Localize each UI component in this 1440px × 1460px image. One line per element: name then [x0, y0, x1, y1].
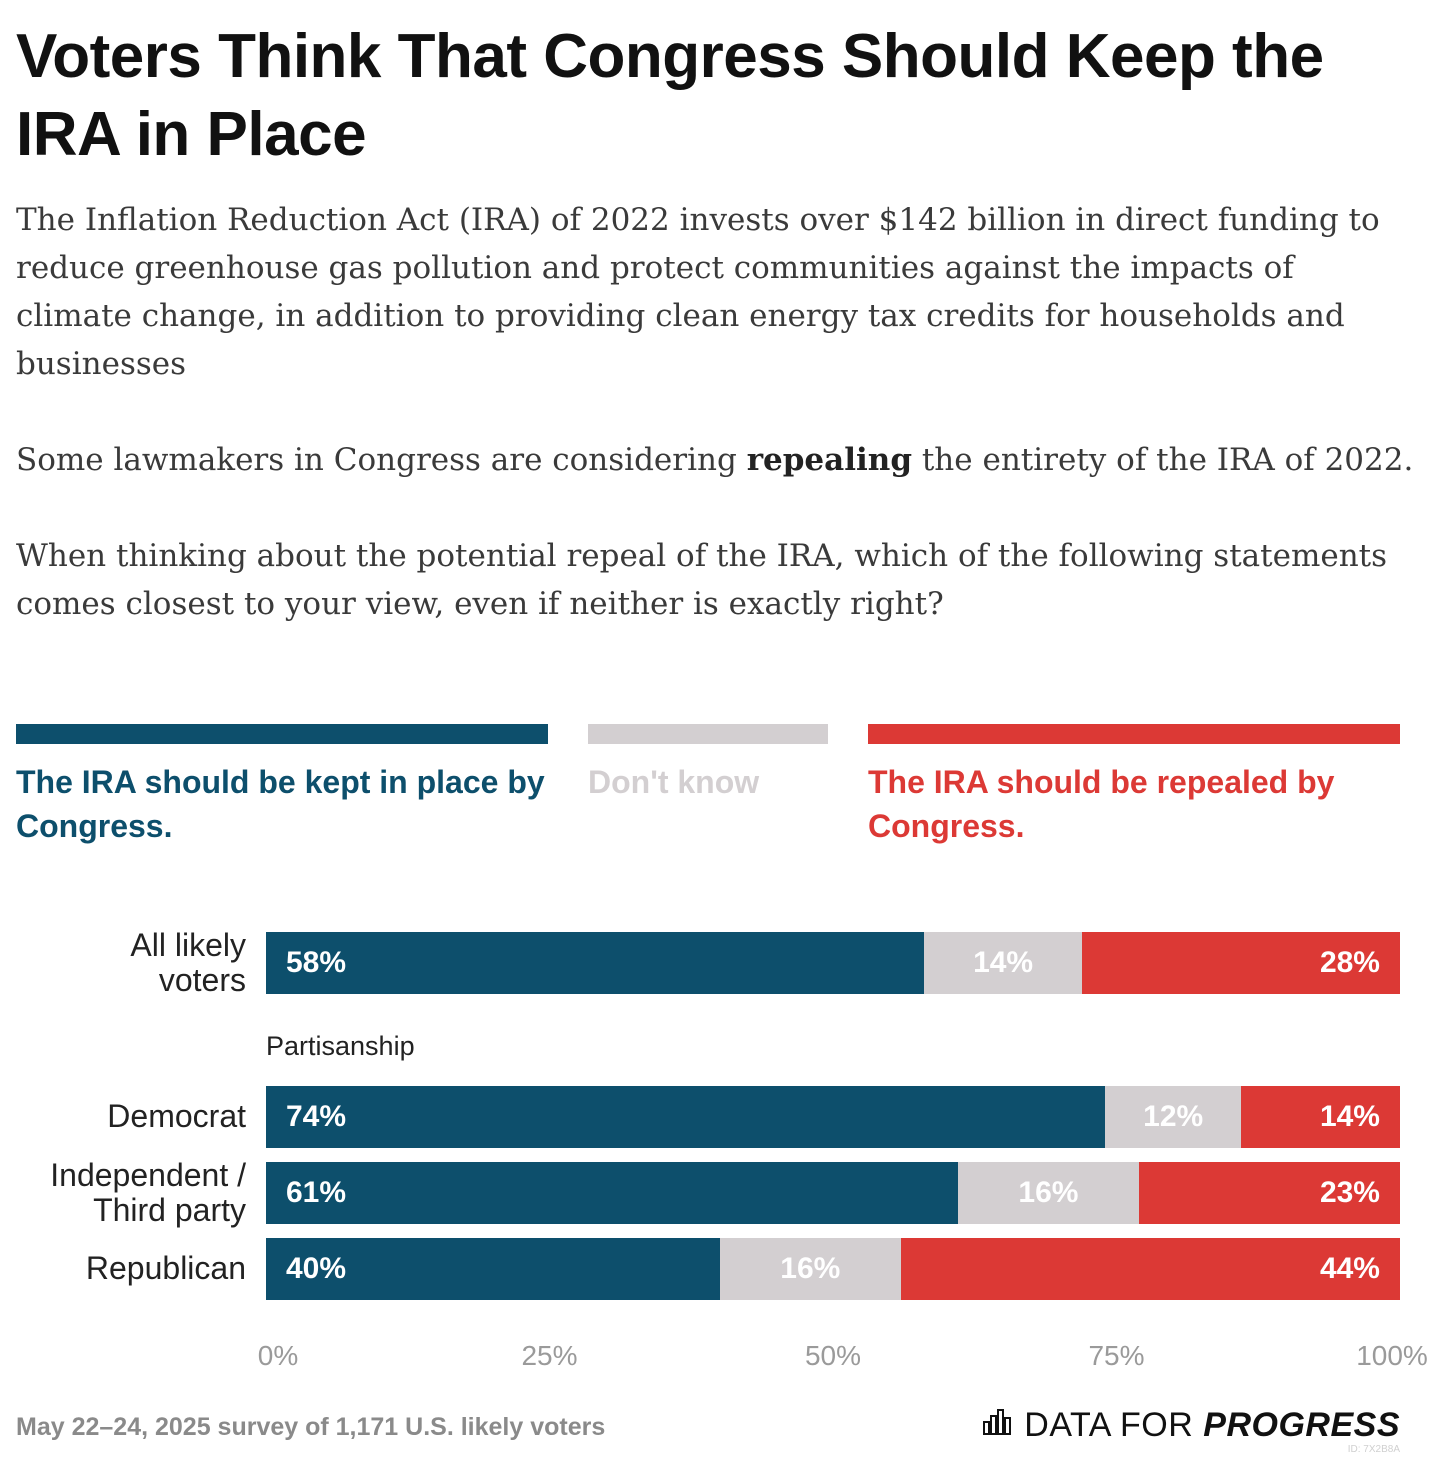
legend-label-repeal: The IRA should be repealed by Congress.: [868, 764, 1335, 844]
brand-logo: DATA FOR PROGRESS: [982, 1402, 1400, 1448]
bar-segment-keep-republican: 40%: [266, 1238, 720, 1300]
intro-paragraph-1: The Inflation Reduction Act (IRA) of 202…: [16, 202, 1380, 382]
bar-segment-dont-know-independent: 16%: [957, 1162, 1140, 1224]
data-label-repeal-independent: 23%: [1319, 1176, 1380, 1209]
row-label-all-likely-voters: All likely voters: [130, 927, 246, 998]
brand-text-progress: PROGRESS: [1203, 1405, 1400, 1444]
data-label-dont-know-independent: 16%: [1018, 1176, 1079, 1209]
group-heading-partisanship: Partisanship: [266, 1031, 415, 1061]
row-label-democrat: Democrat: [107, 1098, 246, 1134]
data-label-dont-know-democrat: 12%: [1143, 1100, 1204, 1133]
bar-segment-dont-know-republican: 16%: [719, 1238, 902, 1300]
intro-p2-start: Some lawmakers in Congress are consideri…: [16, 442, 747, 478]
bar-segment-repeal-independent: 23%: [1139, 1162, 1400, 1224]
survey-footnote: May 22–24, 2025 survey of 1,171 U.S. lik…: [16, 1413, 606, 1441]
intro-paragraph-3: When thinking about the potential repeal…: [16, 538, 1388, 622]
legend-swatch-repeal: [868, 724, 1400, 744]
bar-segment-repeal-democrat: 14%: [1241, 1086, 1400, 1148]
data-label-dont-know-republican: 16%: [780, 1252, 841, 1285]
x-tick-label: 25%: [521, 1340, 578, 1371]
data-label-keep-independent: 61%: [286, 1176, 347, 1209]
bar-segment-keep-independent: 61%: [266, 1162, 958, 1224]
chart-title: Voters Think That Congress Should Keep t…: [16, 22, 1324, 169]
data-label-dont-know-all-likely-voters: 14%: [973, 946, 1034, 979]
bar-row-independent: 61% 16% 23%: [266, 1162, 1400, 1224]
x-tick-label: 50%: [804, 1340, 862, 1371]
bar-segment-keep-all-likely-voters: 58%: [266, 932, 924, 994]
bar-segment-repeal-republican: 44%: [901, 1238, 1400, 1300]
bar-segment-dont-know-all-likely-voters: 14%: [923, 932, 1083, 994]
row-label-independent: Independent / Third party: [50, 1157, 246, 1228]
legend-swatch-dont-know: [588, 724, 828, 744]
x-tick-label: 75%: [1088, 1340, 1145, 1371]
x-tick-label: 0%: [257, 1340, 299, 1371]
data-label-keep-all-likely-voters: 58%: [286, 946, 347, 979]
data-label-repeal-democrat: 14%: [1319, 1100, 1380, 1133]
bar-segment-keep-democrat: 74%: [266, 1086, 1106, 1148]
bar-segment-repeal-all-likely-voters: 28%: [1082, 932, 1400, 994]
bar-row-democrat: 74% 12% 14%: [266, 1086, 1400, 1148]
bar-segment-dont-know-democrat: 12%: [1105, 1086, 1242, 1148]
intro-paragraph-2: Some lawmakers in Congress are consideri…: [16, 436, 1416, 484]
chart-id: ID: 7X2B8A: [1347, 1444, 1400, 1455]
legend-swatch-keep: [16, 724, 548, 744]
intro-p2-emphasis: repealing: [746, 442, 912, 478]
data-label-keep-republican: 40%: [286, 1252, 347, 1285]
bar-chart-logo-icon: [982, 1406, 1012, 1445]
intro-p2-end: the entirety of the IRA of 2022.: [912, 442, 1414, 478]
bar-row-all-likely-voters: 58% 14% 28%: [266, 932, 1400, 994]
data-label-keep-democrat: 74%: [286, 1100, 347, 1133]
brand-text-data-for: DATA FOR: [1024, 1405, 1194, 1444]
row-label-republican: Republican: [85, 1250, 246, 1286]
x-tick-label: 100%: [1356, 1340, 1428, 1371]
data-label-repeal-republican: 44%: [1319, 1252, 1380, 1285]
legend-label-dont-know: Don't know: [588, 764, 760, 800]
legend-item-repeal: The IRA should be repealed by Congress.: [868, 724, 1400, 848]
legend-label-keep: The IRA should be kept in place by Congr…: [16, 764, 545, 844]
bar-row-republican: 40% 16% 44%: [266, 1238, 1400, 1300]
legend-item-keep: The IRA should be kept in place by Congr…: [16, 724, 548, 848]
legend-item-dont-know: Don't know: [588, 724, 828, 804]
chart-intro: The Inflation Reduction Act (IRA) of 202…: [16, 196, 1416, 628]
data-label-repeal-all-likely-voters: 28%: [1319, 946, 1380, 979]
